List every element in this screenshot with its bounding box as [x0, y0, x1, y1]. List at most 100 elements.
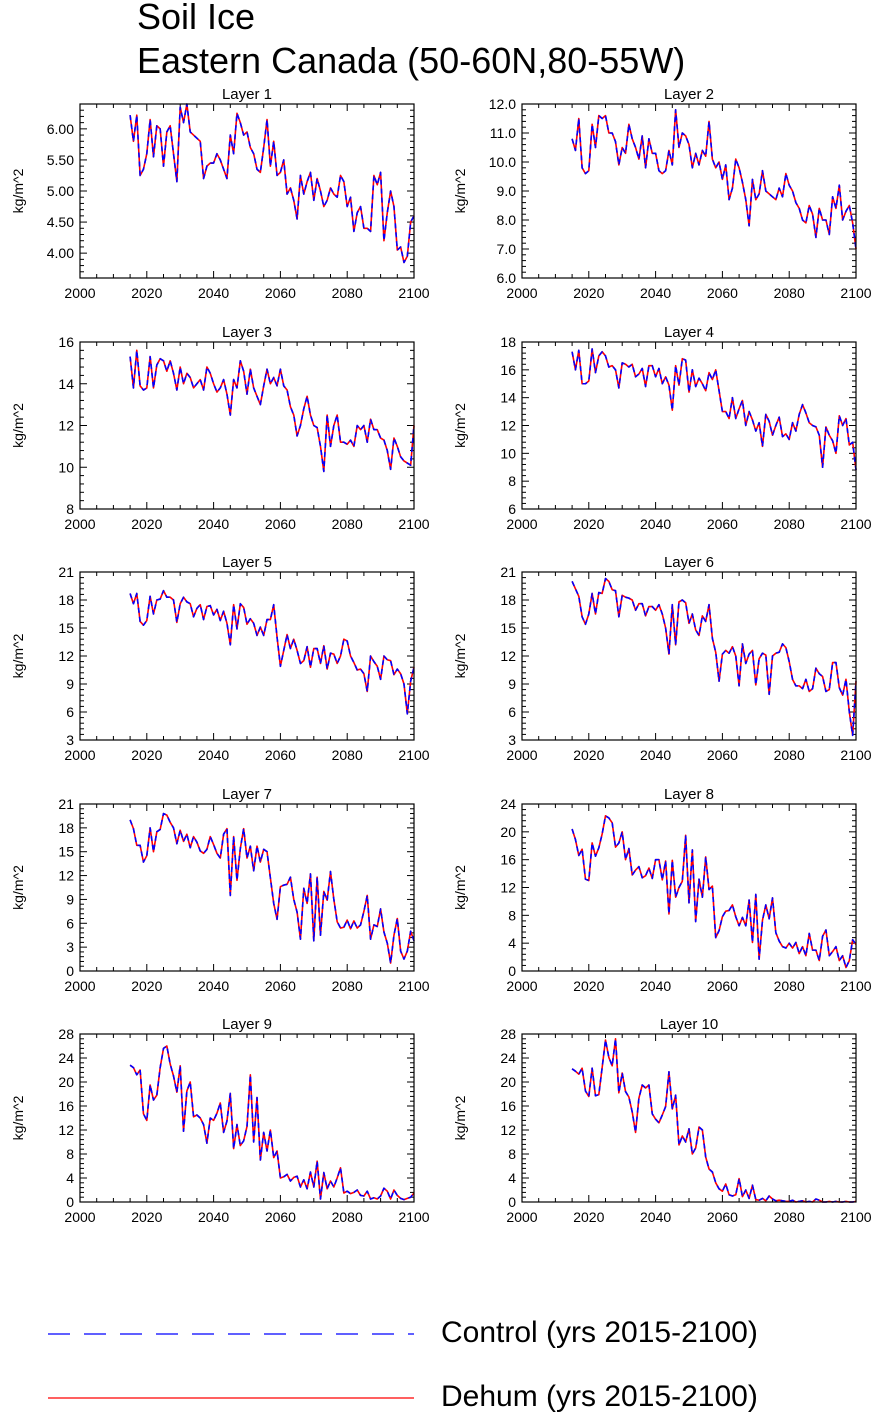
x-tick-label: 2040 [198, 1209, 229, 1225]
x-tick-label: 2000 [506, 516, 537, 532]
y-tick-label: 4.00 [47, 245, 74, 261]
y-tick-label: 18 [500, 592, 516, 608]
y-tick-label: 14 [58, 376, 74, 392]
y-tick-label: 0 [508, 963, 516, 979]
x-tick-label: 2040 [640, 747, 671, 763]
y-axis-label: kg/m^2 [10, 633, 26, 678]
x-tick-label: 2020 [573, 747, 604, 763]
x-tick-label: 2020 [573, 516, 604, 532]
y-tick-label: 8 [66, 1146, 74, 1162]
x-tick-label: 2080 [332, 516, 363, 532]
y-tick-label: 16 [58, 1098, 74, 1114]
x-tick-label: 2060 [265, 747, 296, 763]
y-tick-label: 28 [58, 1026, 74, 1042]
x-tick-label: 2000 [64, 747, 95, 763]
y-tick-label: 18 [58, 820, 74, 836]
panel-title: Layer 8 [664, 786, 714, 803]
x-tick-label: 2020 [573, 1209, 604, 1225]
plot-frame [79, 341, 415, 510]
y-tick-label: 10 [500, 445, 516, 461]
x-tick-label: 2080 [774, 1209, 805, 1225]
y-tick-label: 9 [508, 676, 516, 692]
y-tick-label: 18 [58, 592, 74, 608]
y-tick-label: 7.0 [497, 241, 517, 257]
y-tick-label: 15 [58, 844, 74, 860]
x-tick-label: 2020 [131, 285, 162, 301]
y-tick-label: 16 [58, 334, 74, 350]
chart-panel-9: Layer 9 kg/m^2 2000 2020 2040 2060 2080 2100 0 4 8… [10, 1016, 430, 1225]
series-control-line [571, 348, 857, 471]
y-axis-label: kg/m^2 [10, 168, 26, 213]
x-tick-label: 2100 [840, 747, 871, 763]
x-tick-label: 2000 [506, 285, 537, 301]
y-tick-label: 0 [66, 1194, 74, 1210]
x-tick-label: 2060 [707, 1209, 738, 1225]
chart-panel-4: Layer 4 kg/m^2 2000 2020 2040 2060 2080 2100 6 8 1… [452, 324, 872, 532]
y-tick-label: 24 [500, 1050, 516, 1066]
chart-panel-10: Layer 10 kg/m^2 2000 2020 2040 2060 2080 2100 0 4… [452, 1016, 872, 1225]
x-tick-label: 2020 [131, 1209, 162, 1225]
panel-title: Layer 6 [664, 554, 714, 571]
y-tick-label: 6.00 [47, 121, 74, 137]
plot-frame [79, 571, 415, 741]
x-tick-label: 2060 [707, 516, 738, 532]
x-tick-label: 2100 [398, 747, 429, 763]
x-tick-label: 2060 [265, 285, 296, 301]
x-tick-label: 2080 [774, 516, 805, 532]
x-tick-label: 2060 [707, 978, 738, 994]
y-tick-label: 24 [500, 796, 516, 812]
x-tick-label: 2040 [198, 978, 229, 994]
series-control-line [571, 1038, 857, 1203]
panel-title: Layer 1 [222, 86, 272, 103]
chart-panel-8: Layer 8 kg/m^2 2000 2020 2040 2060 2080 2100 0 4 8… [452, 786, 872, 994]
x-tick-label: 2040 [640, 516, 671, 532]
series-dehum-line [571, 577, 857, 737]
plot-frame [79, 1033, 415, 1203]
panel-title: Layer 5 [222, 554, 272, 571]
x-tick-label: 2020 [131, 516, 162, 532]
chart-panel-3: Layer 3 kg/m^2 2000 2020 2040 2060 2080 2100 8 10… [10, 324, 430, 532]
x-tick-label: 2000 [506, 978, 537, 994]
series-dehum-line [571, 815, 857, 969]
y-axis-label: kg/m^2 [10, 865, 26, 910]
y-tick-label: 15 [500, 620, 516, 636]
x-tick-label: 2080 [774, 285, 805, 301]
y-axis-label: kg/m^2 [452, 865, 468, 910]
x-tick-label: 2040 [198, 747, 229, 763]
y-tick-label: 9 [66, 676, 74, 692]
y-tick-label: 6 [66, 915, 74, 931]
x-tick-label: 2100 [840, 285, 871, 301]
y-tick-label: 9.0 [497, 183, 517, 199]
panel-title: Layer 2 [664, 86, 714, 103]
series-control-line [571, 577, 857, 737]
x-tick-label: 2060 [265, 516, 296, 532]
y-tick-label: 12 [58, 1122, 74, 1138]
series-control-line [129, 103, 415, 264]
x-tick-label: 2000 [506, 1209, 537, 1225]
legend-label-dehum: Dehum (yrs 2015-2100) [441, 1380, 758, 1413]
y-tick-label: 15 [58, 620, 74, 636]
y-axis-label: kg/m^2 [452, 1095, 468, 1140]
x-tick-label: 2040 [640, 978, 671, 994]
y-tick-label: 12 [500, 648, 516, 664]
y-axis-label: kg/m^2 [452, 168, 468, 213]
chart-panel-7: Layer 7 kg/m^2 2000 2020 2040 2060 2080 2100 0 3 6… [10, 786, 430, 994]
y-axis-label: kg/m^2 [452, 403, 468, 448]
series-dehum-line [129, 812, 415, 964]
x-tick-label: 2100 [840, 978, 871, 994]
y-tick-label: 16 [500, 852, 516, 868]
y-tick-label: 3 [66, 732, 74, 748]
y-tick-label: 21 [500, 564, 516, 580]
y-axis-label: kg/m^2 [452, 633, 468, 678]
y-tick-label: 10.0 [489, 154, 516, 170]
plot-frame [79, 803, 415, 972]
x-tick-label: 2020 [573, 978, 604, 994]
x-tick-label: 2080 [332, 978, 363, 994]
page-subtitle: Eastern Canada (50-60N,80-55W) [137, 40, 686, 81]
x-tick-label: 2100 [840, 1209, 871, 1225]
y-tick-label: 20 [500, 1074, 516, 1090]
panel-title: Layer 9 [222, 1016, 272, 1033]
y-tick-label: 8.0 [497, 212, 517, 228]
series-control-line [571, 815, 857, 969]
